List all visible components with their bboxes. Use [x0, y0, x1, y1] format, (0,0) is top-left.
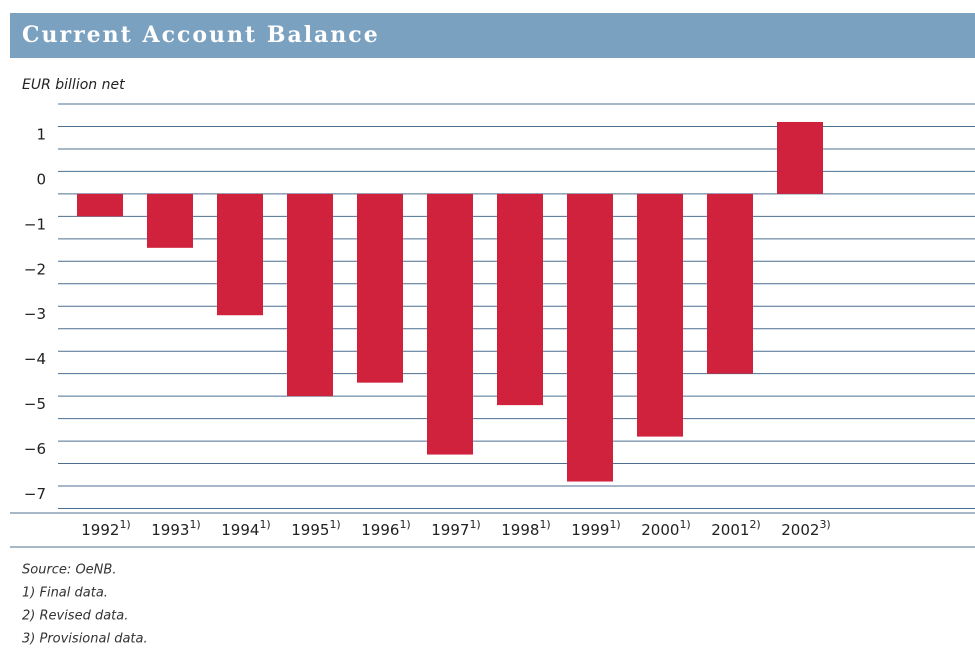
- bar: [287, 193, 333, 397]
- category: 1996: [361, 521, 399, 539]
- subtitle: EUR billion net: [22, 77, 125, 93]
- y-tick-label: −4: [24, 350, 46, 368]
- y-tick-label: −5: [24, 395, 46, 413]
- x-tick-label: 20001): [641, 518, 690, 539]
- x-tick-label: 19951): [291, 518, 340, 539]
- category-note: 1): [609, 518, 620, 531]
- x-tick-label: 20012): [711, 518, 760, 539]
- x-tick-label: 19991): [571, 518, 620, 539]
- header-bar: [10, 13, 975, 58]
- x-tick-label: 19971): [431, 518, 480, 539]
- category-note: 1): [399, 518, 410, 531]
- x-tick-label: 19931): [151, 518, 200, 539]
- bar: [777, 121, 823, 194]
- category: 1995: [291, 521, 329, 539]
- bar: [147, 193, 193, 248]
- category: 1998: [501, 521, 539, 539]
- y-tick-label: −2: [24, 260, 46, 278]
- footnote: 1) Final data.: [22, 586, 108, 601]
- category-note: 3): [819, 518, 830, 531]
- category: 2000: [641, 521, 679, 539]
- x-tick-label: 20023): [781, 518, 830, 539]
- chart-title: Current Account Balance: [22, 22, 380, 48]
- bar: [567, 193, 613, 482]
- category-note: 1): [259, 518, 270, 531]
- y-tick-label: −3: [24, 305, 46, 323]
- category: 1994: [221, 521, 259, 539]
- bar: [707, 193, 753, 374]
- category: 1993: [151, 521, 189, 539]
- category: 1997: [431, 521, 469, 539]
- footnote: 3) Provisional data.: [22, 632, 148, 647]
- category-note: 1): [119, 518, 130, 531]
- bar: [357, 193, 403, 383]
- bar: [77, 193, 123, 217]
- footnote: 2) Revised data.: [22, 609, 128, 624]
- bar: [427, 193, 473, 455]
- category-note: 1): [329, 518, 340, 531]
- x-tick-label: 19981): [501, 518, 550, 539]
- category-note: 1): [679, 518, 690, 531]
- y-tick-label: 0: [36, 170, 46, 188]
- category: 2002: [781, 521, 819, 539]
- category: 2001: [711, 521, 749, 539]
- y-tick-label: −1: [24, 215, 46, 233]
- category: 1999: [571, 521, 609, 539]
- category-note: 2): [749, 518, 760, 531]
- x-tick-label: 19921): [81, 518, 130, 539]
- category: 1992: [81, 521, 119, 539]
- x-tick-label: 19961): [361, 518, 410, 539]
- y-tick-label: 1: [36, 125, 46, 143]
- y-tick-label: −6: [24, 440, 46, 458]
- category-note: 1): [539, 518, 550, 531]
- category-note: 1): [189, 518, 200, 531]
- y-tick-label: −7: [24, 485, 46, 503]
- bar: [637, 193, 683, 437]
- footnote: Source: OeNB.: [22, 563, 116, 578]
- bar: [497, 193, 543, 406]
- category-note: 1): [469, 518, 480, 531]
- x-tick-label: 19941): [221, 518, 270, 539]
- bar: [217, 193, 263, 316]
